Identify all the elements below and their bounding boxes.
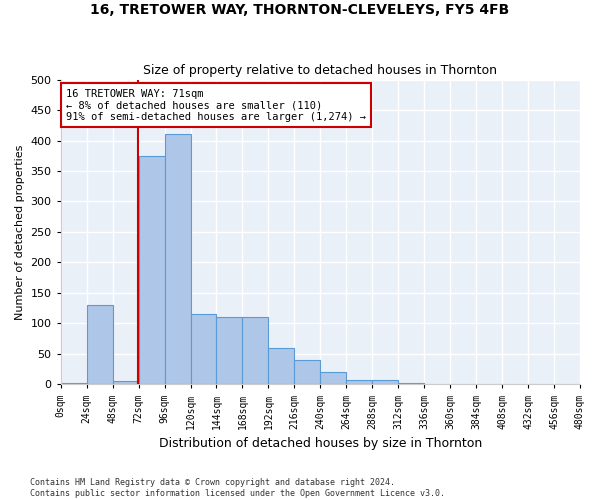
Text: 16 TRETOWER WAY: 71sqm
← 8% of detached houses are smaller (110)
91% of semi-det: 16 TRETOWER WAY: 71sqm ← 8% of detached … [66,88,366,122]
Bar [346,380,372,384]
Bar [217,318,242,384]
Bar [139,156,164,384]
Bar [86,305,113,384]
Bar [320,372,346,384]
Y-axis label: Number of detached properties: Number of detached properties [15,144,25,320]
Bar [295,360,320,384]
X-axis label: Distribution of detached houses by size in Thornton: Distribution of detached houses by size … [159,437,482,450]
Text: 16, TRETOWER WAY, THORNTON-CLEVELEYS, FY5 4FB: 16, TRETOWER WAY, THORNTON-CLEVELEYS, FY… [91,2,509,16]
Bar [372,380,398,384]
Bar [61,383,86,384]
Bar [398,383,424,384]
Bar [113,382,139,384]
Bar [242,318,268,384]
Bar [191,314,217,384]
Bar [268,348,295,385]
Title: Size of property relative to detached houses in Thornton: Size of property relative to detached ho… [143,64,497,77]
Bar [164,134,191,384]
Text: Contains HM Land Registry data © Crown copyright and database right 2024.
Contai: Contains HM Land Registry data © Crown c… [30,478,445,498]
